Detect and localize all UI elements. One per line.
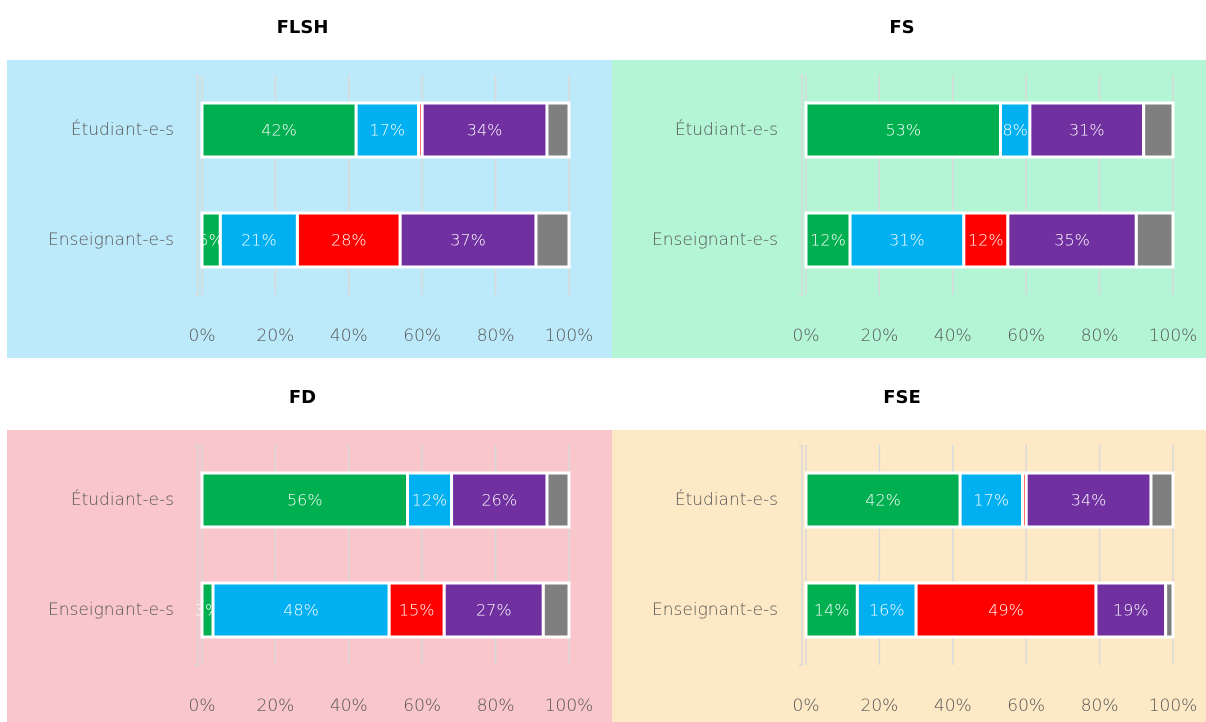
value-label: 53% [885,121,921,140]
x-tick-label: 100% [1149,696,1198,716]
x-tick-label: 40% [934,696,972,716]
x-tick-label: 0% [793,326,820,346]
value-label: 27% [476,601,512,620]
chart-title: FD [289,387,316,408]
bar-segment [420,101,549,159]
value-label: 26% [481,491,517,510]
category-label: Étudiant-e-s [71,118,174,140]
bar-segment [804,581,859,639]
x-tick-label: 0% [189,326,216,346]
x-tick-label: 0% [189,696,216,716]
x-tick-label: 60% [1007,326,1045,346]
y-axis [195,74,199,296]
x-tick-label: 20% [861,326,899,346]
x-tick-label: 60% [403,326,441,346]
x-tick-label: 40% [330,326,368,346]
x-tick-label: 40% [934,326,972,346]
value-label: 35% [1054,231,1090,250]
bar-segment [534,211,571,269]
category-label: Enseignant-e-s [652,230,778,250]
value-label: 42% [261,121,297,140]
value-label: 34% [467,121,503,140]
category-label: Étudiant-e-s [675,118,778,140]
x-tick-label: 100% [545,696,594,716]
x-tick-label: 80% [1081,696,1119,716]
bar-segment [1024,471,1153,529]
value-label: 12% [968,231,1004,250]
bar-segment [1149,471,1175,529]
x-tick-label: 100% [1149,326,1198,346]
value-label: 48% [283,601,319,620]
value-label: 12% [810,231,846,250]
value-label: 37% [450,231,486,250]
bar-segment [541,581,571,639]
bar-segment [545,101,571,159]
bar-segment [1142,101,1175,159]
value-label: 16% [869,601,905,620]
value-label: 5% [198,231,223,250]
y-axis [799,444,803,666]
bar-segment [398,211,538,269]
value-label: 14% [814,601,850,620]
value-label: 28% [331,231,367,250]
value-label: 42% [865,491,901,510]
value-label: 8% [1002,121,1027,140]
bar-segment [1164,581,1175,639]
category-label: Enseignant-e-s [652,600,778,620]
x-tick-label: 80% [1081,326,1119,346]
category-label: Enseignant-e-s [48,600,174,620]
chart-title: FSE [883,387,921,408]
value-label: 34% [1071,491,1107,510]
bar-segment [545,471,571,529]
bar-segment [450,471,549,529]
bar-segment [1006,211,1138,269]
value-label: 56% [287,491,323,510]
category-label: Étudiant-e-s [675,488,778,510]
value-label: 17% [974,491,1010,510]
x-tick-label: 20% [257,696,295,716]
value-label: 31% [1069,121,1105,140]
bar-segment [1134,211,1175,269]
x-tick-label: 100% [545,326,594,346]
value-label: 17% [370,121,406,140]
bar-segment [218,211,299,269]
chart-title: FLSH [277,17,329,38]
chart-title: FS [889,17,914,38]
value-label: 12% [412,491,448,510]
x-tick-label: 60% [1007,696,1045,716]
x-tick-label: 40% [330,696,368,716]
value-label: 19% [1113,601,1149,620]
x-tick-label: 20% [861,696,899,716]
bar-segment [354,101,421,159]
value-label: 21% [241,231,277,250]
bar-segment [1028,101,1146,159]
x-tick-label: 80% [477,696,515,716]
y-axis [195,444,199,666]
x-tick-label: 0% [793,696,820,716]
bar-segment [914,581,1098,639]
bar-segment [804,101,1003,159]
y-axis [799,74,803,296]
value-label: 15% [399,601,435,620]
x-tick-label: 80% [477,326,515,346]
x-tick-label: 60% [403,696,441,716]
bar-segment [387,581,446,639]
bar-segment [958,471,1025,529]
category-label: Étudiant-e-s [71,488,174,510]
value-label: 31% [889,231,925,250]
x-tick-label: 20% [257,326,295,346]
bar-segment [804,471,962,529]
value-label: 49% [988,601,1024,620]
category-label: Enseignant-e-s [48,230,174,250]
bar-segment [962,211,1010,269]
